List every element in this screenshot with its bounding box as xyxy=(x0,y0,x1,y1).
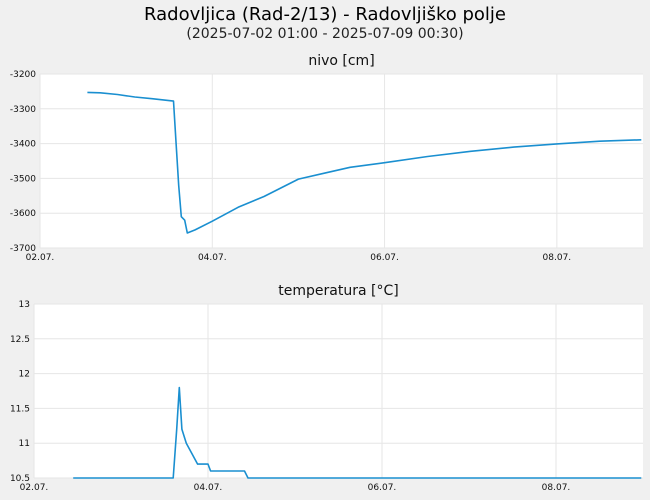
x-tick-label-0-3: 08.07. xyxy=(543,253,572,263)
y-tick-label-0-2: -3400 xyxy=(10,140,36,150)
panel-title-0: nivo [cm] xyxy=(308,53,374,69)
y-tick-label-1-0: 10.5 xyxy=(10,474,30,484)
chart-title: Radovljica (Rad-2/13) - Radovljiško polj… xyxy=(144,4,506,25)
series-line-0-0 xyxy=(87,91,642,234)
y-tick-label-0-1: -3300 xyxy=(10,105,36,115)
y-tick-label-1-4: 12.5 xyxy=(10,335,30,345)
x-tick-label-0-2: 06.07. xyxy=(370,253,399,263)
y-tick-label-1-3: 12 xyxy=(19,370,30,380)
y-tick-label-1-5: 13 xyxy=(19,300,30,310)
y-tick-label-0-3: -3500 xyxy=(10,174,36,184)
x-tick-label-0-0: 02.07. xyxy=(26,253,55,263)
y-tick-label-1-2: 11.5 xyxy=(10,404,30,414)
y-tick-label-1-1: 11 xyxy=(19,439,30,449)
x-tick-label-1-2: 06.07. xyxy=(368,483,397,493)
y-tick-label-0-5: -3700 xyxy=(10,244,36,254)
y-tick-label-0-4: -3600 xyxy=(10,209,36,219)
y-tick-label-0-0: -3200 xyxy=(10,70,36,80)
x-tick-label-1-3: 08.07. xyxy=(542,483,571,493)
x-tick-label-1-0: 02.07. xyxy=(20,483,49,493)
plot-area-0 xyxy=(40,74,643,248)
x-tick-label-1-1: 04.07. xyxy=(194,483,223,493)
x-tick-label-0-1: 04.07. xyxy=(198,253,227,263)
panel-title-1: temperatura [°C] xyxy=(278,283,398,299)
plot-area-1 xyxy=(34,304,643,478)
chart-subtitle: (2025-07-02 01:00 - 2025-07-09 00:30) xyxy=(186,26,464,42)
series-line-1-0 xyxy=(73,386,642,479)
